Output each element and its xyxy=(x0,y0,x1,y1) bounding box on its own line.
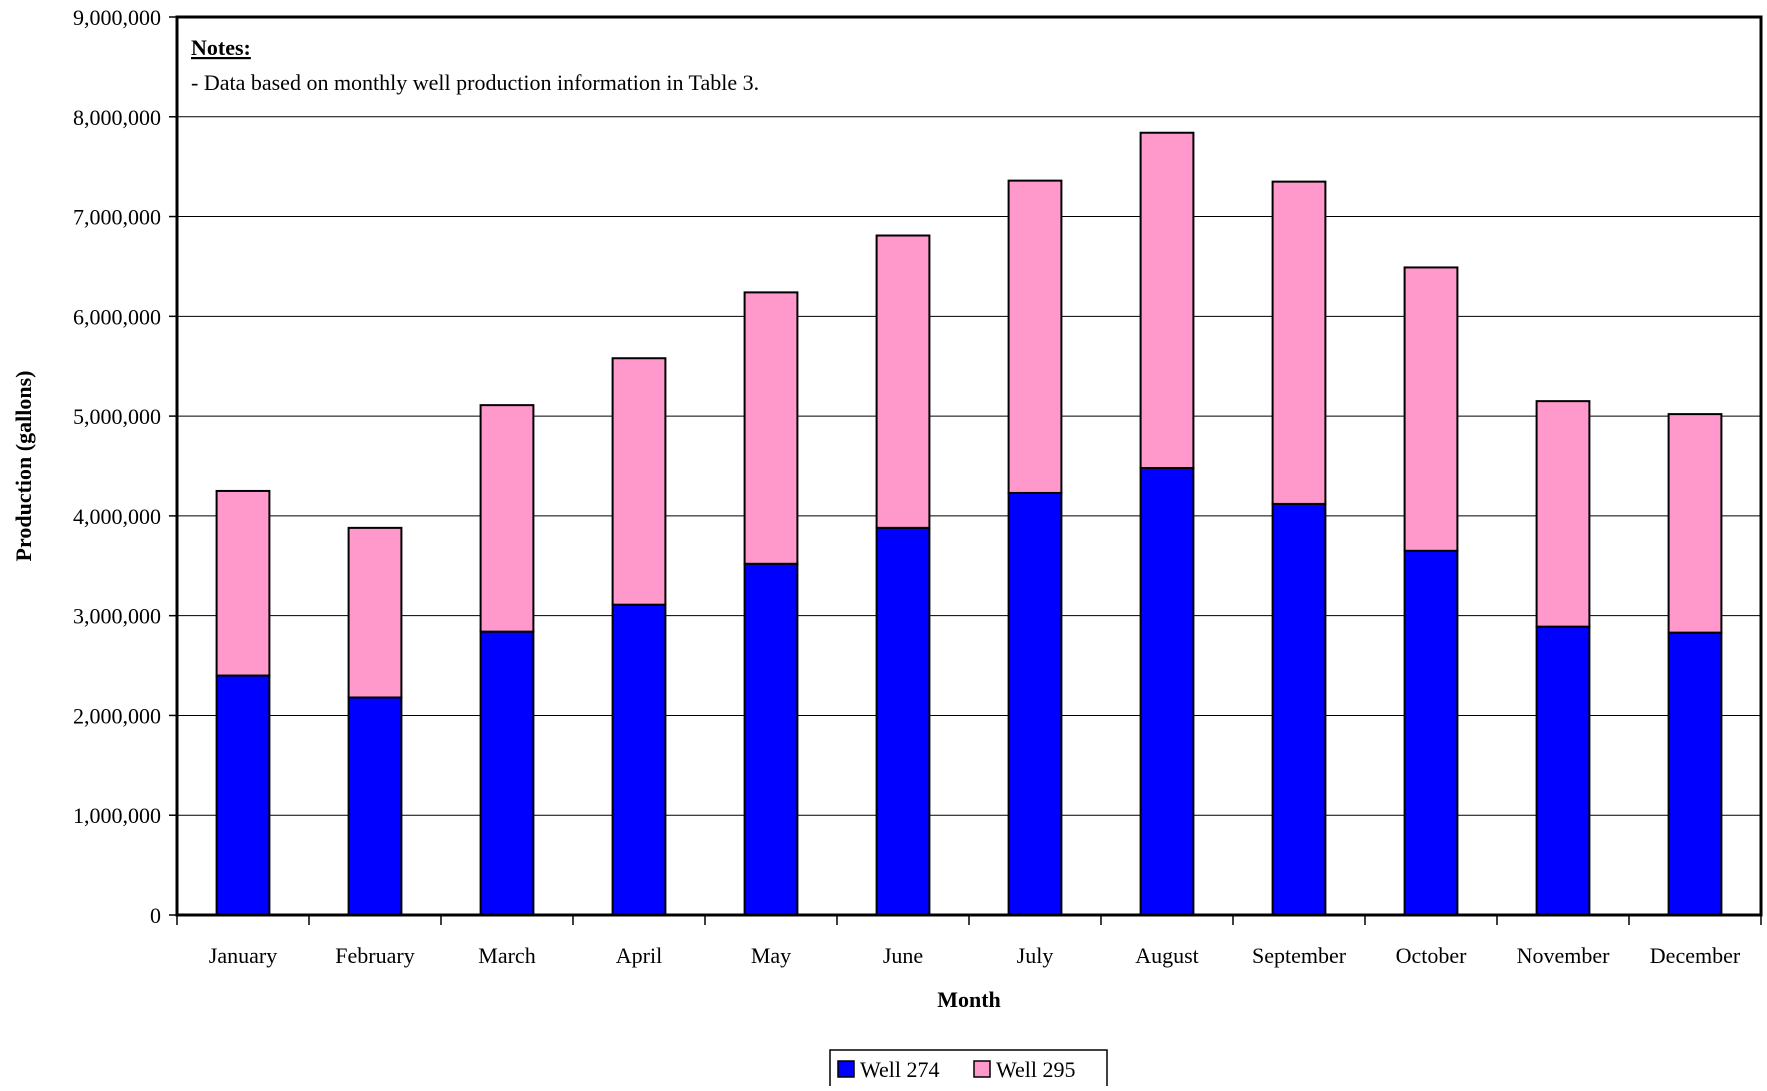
plot-area-frame xyxy=(175,15,1763,917)
notes-text: - Data based on monthly well production … xyxy=(191,70,759,95)
bar-well-274-august xyxy=(1139,466,1195,916)
bar-well-295-april xyxy=(611,357,667,606)
x-tick-label: January xyxy=(209,943,277,968)
bar-well-295-february xyxy=(347,526,403,699)
x-tick-label: April xyxy=(616,943,662,968)
notes-title: Notes: xyxy=(191,35,251,60)
bar-well-274-october xyxy=(1403,549,1459,916)
bar-well-274-march xyxy=(479,630,535,916)
legend: Well 274 Well 295 xyxy=(829,1049,1108,1089)
gridlines xyxy=(177,116,1761,816)
bar-well-274-february xyxy=(347,696,403,916)
x-tick-label: March xyxy=(478,943,535,968)
x-tick-label: September xyxy=(1252,943,1347,968)
legend-label: Well 274 xyxy=(860,1057,940,1082)
bar-well-274-january xyxy=(215,674,271,916)
bar-well-274-november xyxy=(1535,625,1591,916)
legend-box xyxy=(829,1049,1108,1089)
bar-well-295-november xyxy=(1535,400,1591,628)
x-axis: January February March April May June July Augu… xyxy=(176,915,1762,968)
y-tick-label: 2,000,000 xyxy=(73,703,161,728)
y-tick-label: 3,000,000 xyxy=(73,604,161,629)
x-axis-title: Month xyxy=(937,987,1001,1012)
bars xyxy=(215,131,1723,917)
y-tick-label: 1,000,000 xyxy=(73,803,161,828)
y-tick-label: 5,000,000 xyxy=(73,404,161,429)
bar-well-295-september xyxy=(1271,180,1327,505)
x-tick-label: December xyxy=(1650,943,1741,968)
legend-label: Well 295 xyxy=(996,1057,1076,1082)
x-tick-label: February xyxy=(335,943,414,968)
bar-well-295-january xyxy=(215,489,271,677)
bar-well-274-september xyxy=(1271,502,1327,916)
bar-well-274-may xyxy=(743,562,799,916)
bar-well-295-june xyxy=(875,234,931,529)
y-axis-title: Production (gallons) xyxy=(11,371,36,562)
y-tick-label: 8,000,000 xyxy=(73,105,161,130)
bar-well-274-april xyxy=(611,603,667,916)
x-tick-label: July xyxy=(1017,943,1054,968)
legend-swatch-well-295 xyxy=(973,1060,991,1078)
bar-well-295-may xyxy=(743,291,799,565)
y-tick-label: 0 xyxy=(150,903,161,928)
legend-swatch-well-274 xyxy=(837,1060,855,1078)
y-tick-label: 7,000,000 xyxy=(73,205,161,230)
bar-well-295-august xyxy=(1139,131,1195,469)
y-tick-label: 6,000,000 xyxy=(73,304,161,329)
x-tick-label: November xyxy=(1517,943,1611,968)
bar-well-274-july xyxy=(1007,491,1063,916)
bar-well-295-december xyxy=(1667,413,1723,634)
bar-well-274-december xyxy=(1667,631,1723,917)
x-tick-label: August xyxy=(1135,943,1199,968)
x-tick-label: May xyxy=(751,943,791,968)
bar-well-295-october xyxy=(1403,266,1459,552)
x-tick-label: October xyxy=(1396,943,1468,968)
bar-well-295-july xyxy=(1007,179,1063,494)
bar-well-295-march xyxy=(479,404,535,633)
y-axis: 0 1,000,000 2,000,000 3,000,000 4,000,000 5,0… xyxy=(73,5,177,928)
y-tick-label: 9,000,000 xyxy=(73,5,161,30)
x-tick-label: June xyxy=(883,943,923,968)
bar-well-274-june xyxy=(875,526,931,917)
y-tick-label: 4,000,000 xyxy=(73,504,161,529)
